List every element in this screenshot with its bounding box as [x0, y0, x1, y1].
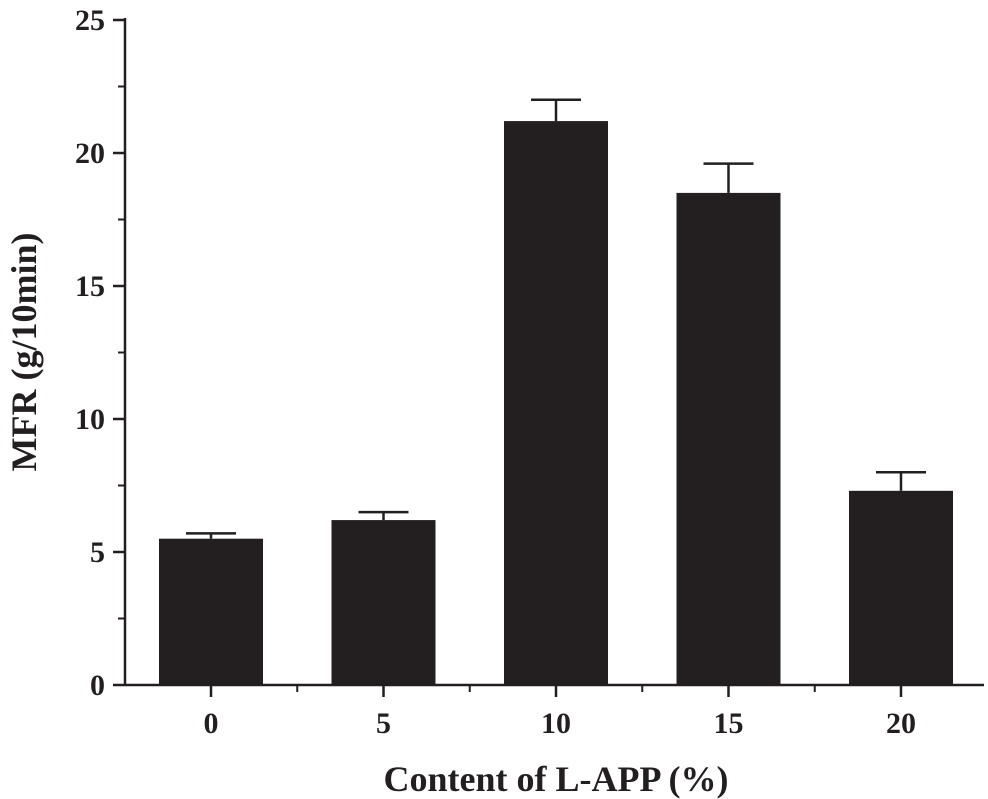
x-tick-label: 15	[714, 707, 744, 740]
y-tick-label: 15	[75, 270, 105, 303]
bar-20	[849, 490, 953, 685]
axes	[113, 18, 984, 697]
x-tick-label: 10	[541, 707, 571, 740]
x-axis-title: Content of L-APP (%)	[384, 759, 729, 799]
error-bars	[186, 98, 926, 539]
y-tick-label: 0	[90, 669, 105, 702]
y-tick-label: 10	[75, 403, 105, 436]
x-tick-label: 5	[376, 707, 391, 740]
bars	[159, 121, 953, 685]
y-tick-label: 25	[75, 4, 105, 37]
bar-15	[676, 192, 781, 685]
x-tick-label: 0	[204, 707, 219, 740]
bar-5	[331, 520, 436, 685]
y-tick-label: 20	[75, 137, 105, 170]
y-tick-label: 5	[90, 536, 105, 569]
x-tick-label: 20	[886, 707, 916, 740]
y-axis-title: MFR (g/10min)	[4, 233, 44, 472]
bar-0	[159, 538, 263, 685]
bar-10	[504, 121, 608, 685]
tick-labels: 0 5 10 15 20 25 0 5 10 15 20	[75, 4, 916, 740]
